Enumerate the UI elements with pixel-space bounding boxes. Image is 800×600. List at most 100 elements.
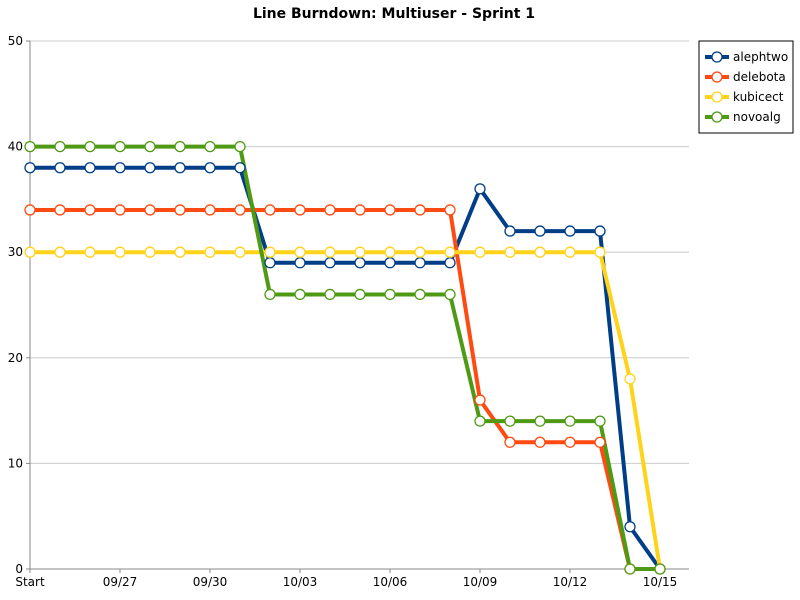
legend-label: novoalg: [733, 110, 781, 124]
legend-swatch-marker: [711, 71, 723, 83]
series-points-alephtwo: [24, 162, 666, 575]
data-point: [294, 246, 306, 258]
y-tick-label: 50: [8, 34, 23, 48]
data-point: [324, 246, 336, 258]
data-point: [594, 436, 606, 448]
data-point: [204, 140, 216, 153]
data-point: [144, 246, 156, 258]
x-tick-label: Start: [15, 575, 45, 589]
data-point: [234, 246, 246, 258]
data-point: [54, 162, 66, 174]
data-point: [594, 246, 606, 258]
data-point: [54, 204, 66, 216]
series-line-kubicect: [30, 250, 662, 570]
data-point: [174, 246, 186, 258]
data-point: [234, 140, 246, 153]
series-delebota: [30, 207, 660, 571]
legend-item-novoalg: novoalg: [705, 110, 781, 124]
legend-label: delebota: [733, 70, 786, 84]
y-tick-label: 0: [15, 562, 23, 576]
data-point: [384, 246, 396, 258]
x-tick-label: 09/30: [193, 575, 228, 589]
data-point: [144, 204, 156, 216]
y-tick-label: 40: [8, 140, 23, 154]
data-point: [114, 162, 126, 174]
plot-background: [30, 41, 689, 569]
data-point: [414, 288, 426, 301]
data-point: [114, 246, 126, 258]
data-point: [114, 204, 126, 216]
data-point: [84, 246, 96, 258]
data-point: [84, 162, 96, 174]
series-alephtwo: [30, 165, 662, 571]
data-point: [474, 246, 486, 258]
data-point: [534, 436, 546, 448]
data-point: [354, 257, 366, 269]
data-point: [354, 288, 366, 301]
data-point: [204, 246, 216, 258]
x-tick-label: 10/09: [463, 575, 498, 589]
data-point: [264, 246, 276, 258]
x-tick-label: 10/15: [643, 575, 678, 589]
data-point: [234, 204, 246, 216]
series-kubicect: [30, 250, 662, 570]
data-point: [354, 204, 366, 216]
data-point: [504, 415, 516, 427]
data-point: [474, 183, 486, 195]
data-point: [324, 204, 336, 216]
data-point: [624, 521, 636, 533]
data-point: [24, 204, 36, 216]
data-point: [174, 204, 186, 216]
data-point: [444, 204, 456, 216]
data-point: [654, 563, 666, 575]
data-point: [414, 246, 426, 258]
data-point: [624, 563, 636, 575]
data-point: [24, 246, 36, 258]
y-tick-label: 30: [8, 245, 23, 259]
data-point: [24, 140, 36, 153]
x-tick-label: 10/06: [373, 575, 408, 589]
data-point: [504, 225, 516, 237]
legend-swatch-marker: [711, 111, 723, 123]
data-point: [354, 246, 366, 258]
data-point: [444, 288, 456, 301]
data-point: [564, 246, 576, 258]
data-point: [174, 162, 186, 174]
data-point: [594, 225, 606, 237]
legend-swatch-marker: [711, 91, 723, 103]
legend-item-kubicect: kubicect: [705, 90, 784, 104]
data-point: [564, 436, 576, 448]
data-point: [234, 162, 246, 174]
data-point: [594, 415, 606, 427]
data-point: [444, 246, 456, 258]
data-point: [114, 140, 126, 153]
legend-item-delebota: delebota: [705, 70, 786, 84]
data-point: [414, 257, 426, 269]
legend-label: alephtwo: [733, 50, 788, 64]
y-tick-label: 10: [8, 456, 23, 470]
data-point: [84, 140, 96, 153]
y-tick-label: 20: [8, 351, 23, 365]
data-point: [564, 415, 576, 427]
data-point: [144, 140, 156, 153]
data-point: [414, 204, 426, 216]
data-point: [444, 257, 456, 269]
legend: alephtwo delebota kubicect novoalg: [698, 40, 794, 134]
data-point: [534, 415, 546, 427]
x-tick-label: 10/12: [553, 575, 588, 589]
series-line-novoalg: [30, 144, 660, 571]
series-line-alephtwo: [30, 165, 662, 571]
data-point: [564, 225, 576, 237]
data-point: [264, 204, 276, 216]
data-point: [84, 204, 96, 216]
data-point: [474, 415, 486, 427]
data-point: [204, 162, 216, 174]
data-point: [24, 162, 36, 174]
data-point: [264, 257, 276, 269]
data-point: [504, 436, 516, 448]
legend-swatch-marker: [711, 51, 723, 63]
data-point: [384, 204, 396, 216]
data-point: [384, 288, 396, 301]
data-point: [294, 204, 306, 216]
